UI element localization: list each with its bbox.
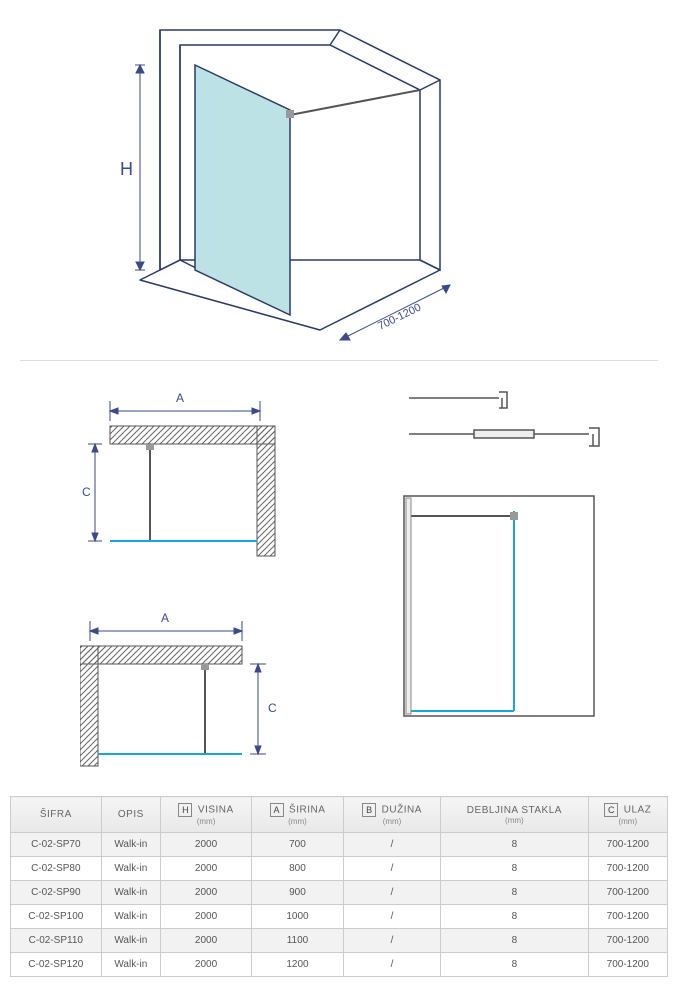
cell-visina: 2000 — [161, 833, 252, 857]
table-row: C-02-SP80Walk-in2000800/8700-1200 — [11, 857, 668, 881]
plan2-c-label: C — [268, 701, 277, 715]
cell-opis: Walk-in — [101, 881, 160, 905]
cell-sirina: 1000 — [252, 905, 344, 929]
cell-opis: Walk-in — [101, 953, 160, 977]
table-row: C-02-SP100Walk-in20001000/8700-1200 — [11, 905, 668, 929]
iso-h-label: H — [120, 159, 133, 179]
isometric-diagram: H 700-1200 — [0, 0, 678, 360]
elevation-view — [394, 486, 604, 726]
cell-visina: 2000 — [161, 857, 252, 881]
plan1-c-label: C — [82, 485, 91, 499]
cell-ulaz: 700-1200 — [588, 881, 667, 905]
cell-duzina: / — [343, 929, 440, 953]
cell-visina: 2000 — [161, 905, 252, 929]
cell-ulaz: 700-1200 — [588, 857, 667, 881]
cell-duzina: / — [343, 881, 440, 905]
plan1-a-label: A — [175, 391, 183, 405]
cell-sifra: C-02-SP90 — [11, 881, 102, 905]
cell-duzina: / — [343, 953, 440, 977]
spec-table-wrap: ŠIFRA OPIS H VISINA (mm) A ŠIRINA (mm) B — [0, 796, 678, 987]
cell-debljina: 8 — [441, 929, 588, 953]
cell-visina: 2000 — [161, 953, 252, 977]
th-opis: OPIS — [101, 797, 160, 833]
spec-table-body: C-02-SP70Walk-in2000700/8700-1200C-02-SP… — [11, 833, 668, 977]
cell-opis: Walk-in — [101, 857, 160, 881]
cell-sirina: 1100 — [252, 929, 344, 953]
cell-sifra: C-02-SP110 — [11, 929, 102, 953]
table-row: C-02-SP90Walk-in2000900/8700-1200 — [11, 881, 668, 905]
cell-opis: Walk-in — [101, 905, 160, 929]
th-debljina: DEBLJINA STAKLA (mm) — [441, 797, 588, 833]
spec-table: ŠIFRA OPIS H VISINA (mm) A ŠIRINA (mm) B — [10, 796, 668, 977]
table-row: C-02-SP70Walk-in2000700/8700-1200 — [11, 833, 668, 857]
th-sirina: A ŠIRINA (mm) — [252, 797, 344, 833]
cell-visina: 2000 — [161, 929, 252, 953]
cell-debljina: 8 — [441, 953, 588, 977]
table-row: C-02-SP120Walk-in20001200/8700-1200 — [11, 953, 668, 977]
th-ulaz: C ULAZ (mm) — [588, 797, 667, 833]
cell-debljina: 8 — [441, 833, 588, 857]
bracket-views — [389, 386, 609, 456]
cell-debljina: 8 — [441, 905, 588, 929]
plan2-a-label: A — [160, 611, 168, 625]
cell-opis: Walk-in — [101, 833, 160, 857]
plan-view-bottom: A C — [80, 606, 280, 776]
cell-debljina: 8 — [441, 857, 588, 881]
cell-sifra: C-02-SP100 — [11, 905, 102, 929]
cell-ulaz: 700-1200 — [588, 929, 667, 953]
cell-opis: Walk-in — [101, 929, 160, 953]
section-divider — [20, 360, 658, 361]
cell-debljina: 8 — [441, 881, 588, 905]
cell-sifra: C-02-SP80 — [11, 857, 102, 881]
schematics-section: A C — [0, 386, 678, 796]
th-sifra: ŠIFRA — [11, 797, 102, 833]
cell-ulaz: 700-1200 — [588, 905, 667, 929]
plan-view-top: A C — [80, 386, 280, 566]
th-visina: H VISINA (mm) — [161, 797, 252, 833]
cell-visina: 2000 — [161, 881, 252, 905]
cell-ulaz: 700-1200 — [588, 953, 667, 977]
cell-duzina: / — [343, 833, 440, 857]
cell-duzina: / — [343, 905, 440, 929]
cell-ulaz: 700-1200 — [588, 833, 667, 857]
table-row: C-02-SP110Walk-in20001100/8700-1200 — [11, 929, 668, 953]
cell-sirina: 700 — [252, 833, 344, 857]
cell-sirina: 1200 — [252, 953, 344, 977]
cell-sifra: C-02-SP70 — [11, 833, 102, 857]
cell-sifra: C-02-SP120 — [11, 953, 102, 977]
cell-sirina: 900 — [252, 881, 344, 905]
cell-sirina: 800 — [252, 857, 344, 881]
iso-width-label: 700-1200 — [376, 302, 423, 333]
cell-duzina: / — [343, 857, 440, 881]
th-duzina: B DUŽINA (mm) — [343, 797, 440, 833]
